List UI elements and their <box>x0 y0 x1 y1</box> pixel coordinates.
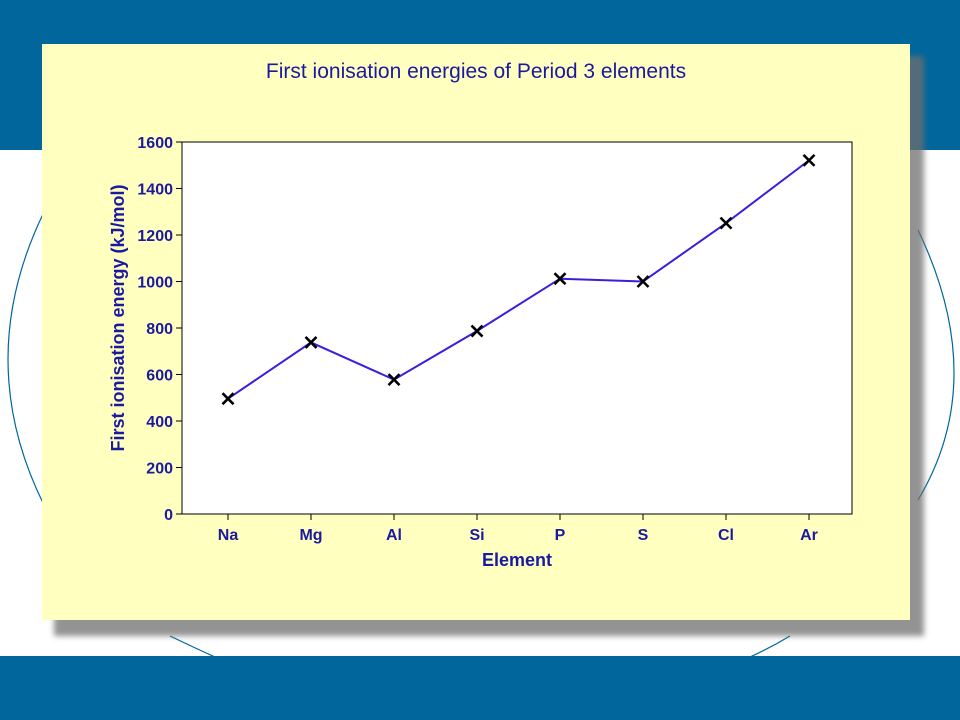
bottom-left-arc <box>169 635 216 658</box>
y-axis: 0 200 400 600 800 1000 1200 1400 1600 <box>137 135 182 524</box>
left-arc <box>7 211 45 506</box>
y-tick-label: 1200 <box>137 228 173 245</box>
data-point-marker <box>719 216 733 230</box>
x-tick-label: Ar <box>800 527 818 544</box>
y-tick-label: 600 <box>146 368 173 385</box>
chart-title: First ionisation energies of Period 3 el… <box>265 60 687 83</box>
data-point-marker <box>304 335 318 349</box>
x-tick-label: Si <box>469 527 484 544</box>
data-point-marker <box>636 275 650 288</box>
data-point-marker <box>221 392 235 406</box>
x-tick-label: Mg <box>299 527 322 544</box>
bottom-right-arc <box>749 635 791 658</box>
line-chart: 0 200 400 600 800 1000 1200 1400 1600 Na Mg Al Si P S… <box>108 135 853 570</box>
bottom-banner <box>0 656 960 720</box>
y-axis-label: First ionisation energy (kJ/mol) <box>108 184 128 451</box>
x-tick-label: Na <box>218 527 239 544</box>
marker-stroke <box>553 272 567 286</box>
plot-area <box>181 141 853 515</box>
data-point-marker <box>470 324 484 338</box>
y-tick-label: 400 <box>146 414 173 431</box>
marker-stroke <box>470 324 484 338</box>
marker-stroke <box>221 392 235 406</box>
marker-stroke <box>387 373 401 387</box>
chart-panel: First ionisation energies of Period 3 el… <box>42 44 910 620</box>
marker-stroke <box>636 275 650 288</box>
y-tick-label: 200 <box>146 461 173 478</box>
y-tick-label: 1000 <box>137 275 173 292</box>
x-axis-label: Element <box>482 550 552 570</box>
y-tick-label: 800 <box>146 321 173 338</box>
x-tick-label: P <box>555 527 566 544</box>
series-line <box>227 159 810 400</box>
y-tick-label: 1400 <box>137 182 173 199</box>
data-point-marker <box>553 272 567 286</box>
x-axis: Na Mg Al Si P S Cl Ar <box>218 514 818 544</box>
data-point-marker <box>387 373 401 387</box>
marker-stroke <box>304 335 318 349</box>
right-arc <box>917 229 955 501</box>
x-tick-label: Al <box>386 527 402 544</box>
x-tick-label: S <box>638 527 649 544</box>
x-tick-label: Cl <box>718 527 734 544</box>
data-point-marker <box>802 153 816 167</box>
marker-stroke <box>719 216 733 230</box>
marker-stroke <box>802 153 816 167</box>
y-tick-label: 0 <box>164 507 173 524</box>
y-tick-label: 1600 <box>137 135 173 152</box>
data-markers <box>221 153 816 406</box>
